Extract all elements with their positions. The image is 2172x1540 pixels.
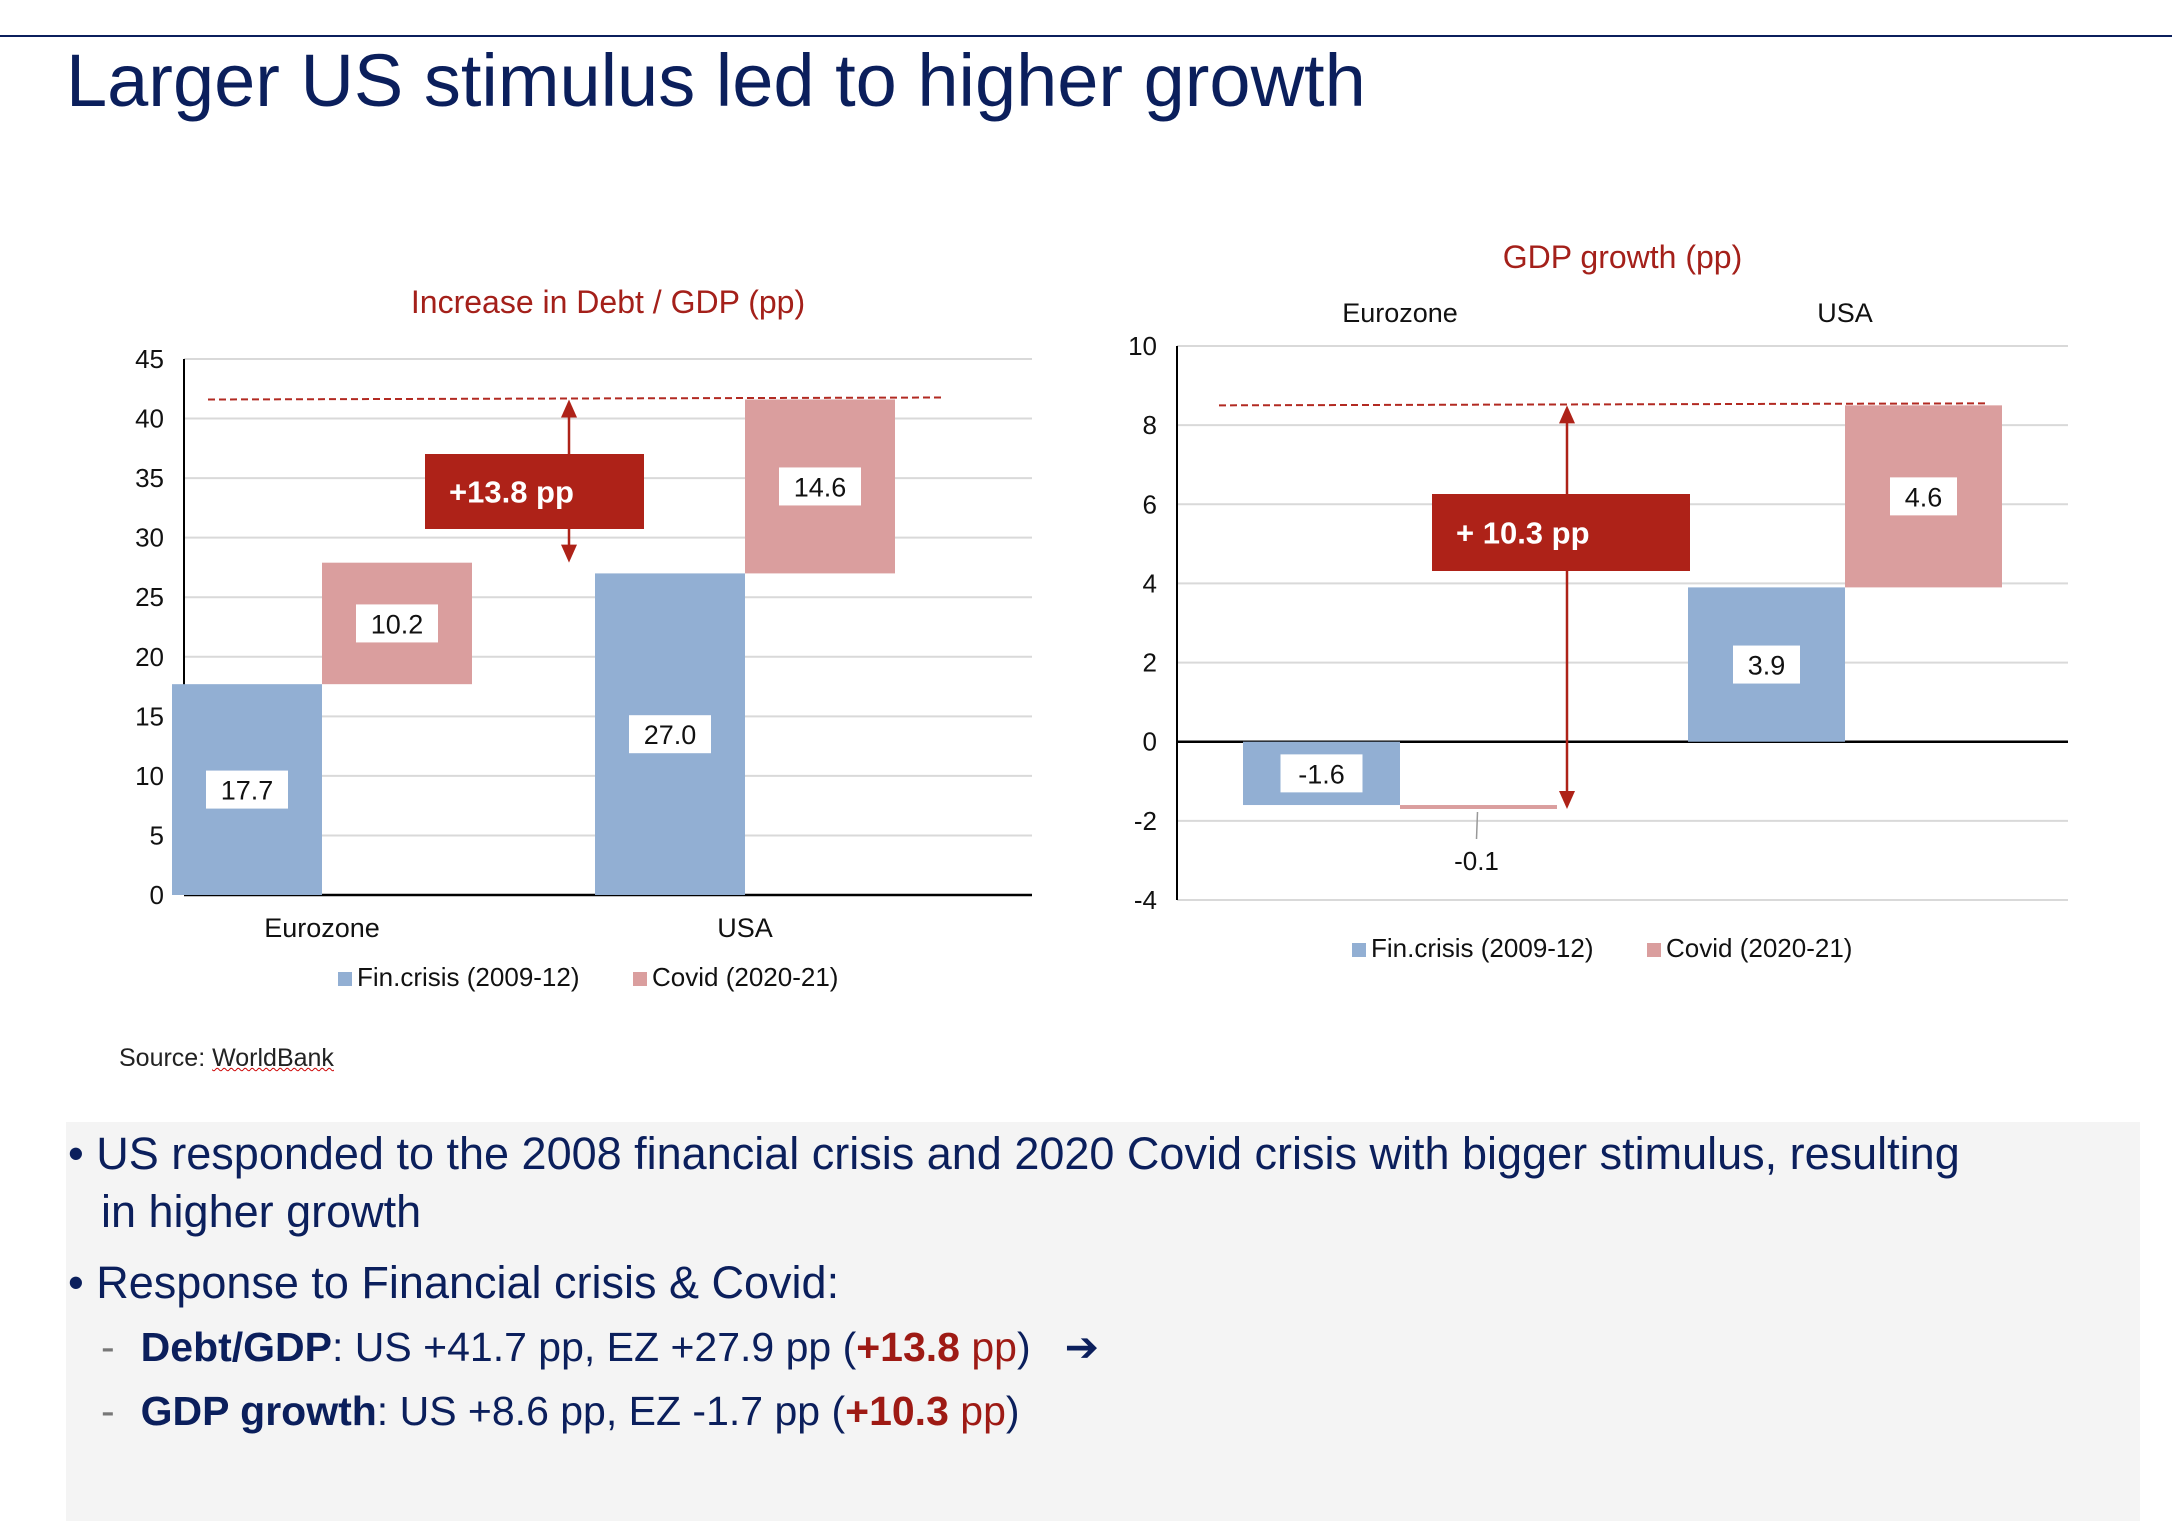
category-label: USA	[1817, 298, 1873, 328]
sub-bullet-label: GDP growth	[140, 1388, 377, 1434]
annotation-box	[1432, 494, 1690, 571]
category-label: Eurozone	[1342, 298, 1458, 328]
source-name: WorldBank	[212, 1044, 334, 1072]
y-tick-label: 0	[150, 880, 164, 910]
arrow-down-icon	[561, 544, 577, 563]
data-label: 4.6	[1905, 482, 1943, 512]
source-label: Source:	[119, 1044, 213, 1072]
source-note: Source: WorldBank	[119, 1044, 334, 1073]
highlight-value: +10.3	[845, 1388, 949, 1434]
y-tick-label: 15	[135, 701, 164, 731]
summary-panel	[66, 1122, 2140, 1521]
category-label: Eurozone	[264, 913, 380, 943]
bar-covid	[1400, 805, 1557, 809]
data-label: 10.2	[371, 609, 424, 639]
data-label-box	[629, 715, 711, 754]
header-rule	[0, 35, 2172, 37]
reference-dashed-line	[1218, 402, 1989, 407]
y-tick-label: 40	[135, 404, 164, 434]
legend-label: Covid (2020-21)	[652, 962, 838, 992]
data-label: -1.6	[1298, 759, 1345, 789]
highlight-unit: pp	[948, 1388, 1006, 1434]
data-label-box	[1280, 754, 1363, 793]
legend-swatch	[338, 972, 352, 986]
y-tick-label: 20	[135, 642, 164, 672]
annotation-label: +13.8 pp	[449, 475, 574, 510]
data-label-box	[206, 770, 288, 809]
y-tick-label: 35	[135, 463, 164, 493]
data-label-box	[779, 467, 861, 506]
y-tick-label: -2	[1134, 806, 1157, 836]
legend-swatch	[1352, 943, 1366, 957]
y-tick-label: 45	[135, 344, 164, 374]
bullet-1-cont: in higher growth	[101, 1186, 422, 1237]
bullet-2: • Response to Financial crisis & Covid:	[68, 1257, 840, 1308]
y-tick-label: 2	[1143, 648, 1157, 678]
arrow-down-icon	[1559, 790, 1575, 809]
data-label-box	[1890, 477, 1957, 516]
arrow-right-icon: ➔	[1064, 1324, 1099, 1370]
page-title: Larger US stimulus led to higher growth	[66, 39, 1366, 122]
y-tick-label: 25	[135, 582, 164, 612]
y-tick-label: -4	[1134, 885, 1157, 915]
y-tick-label: 10	[1128, 331, 1157, 361]
legend-label: Fin.crisis (2009-12)	[1371, 933, 1594, 963]
bullet-1: • US responded to the 2008 financial cri…	[68, 1128, 1960, 1179]
y-tick-label: 0	[1143, 727, 1157, 757]
category-label: USA	[717, 913, 773, 943]
highlight-value: +13.8	[856, 1324, 960, 1370]
sub-bullet-gdp: - GDP growth: US +8.6 pp, EZ -1.7 pp (+10…	[101, 1388, 1020, 1434]
annotation-label: + 10.3 pp	[1456, 516, 1590, 551]
y-tick-label: 6	[1143, 489, 1157, 519]
sub-bullet-text: : US +8.6 pp, EZ -1.7 pp (	[376, 1388, 846, 1434]
data-label: 3.9	[1748, 651, 1786, 681]
arrow-up-icon	[561, 399, 577, 418]
sub-bullet-text: : US +41.7 pp, EZ +27.9 pp (	[332, 1324, 857, 1370]
close-paren: )	[1005, 1388, 1020, 1434]
chart-title: GDP growth (pp)	[1503, 239, 1743, 275]
legend-swatch	[633, 972, 647, 986]
y-tick-label: 10	[135, 761, 164, 791]
y-tick-label: 5	[150, 820, 164, 850]
sub-bullet-label: Debt/GDP	[140, 1324, 333, 1370]
chart-title: Increase in Debt / GDP (pp)	[411, 284, 805, 320]
data-label: 27.0	[644, 720, 697, 750]
data-label-box	[1733, 645, 1800, 684]
bullet-2-text: Response to Financial crisis & Covid:	[96, 1257, 840, 1308]
legend-label: Fin.crisis (2009-12)	[357, 962, 580, 992]
y-tick-label: 4	[1143, 568, 1157, 598]
data-label: 17.7	[221, 776, 274, 806]
close-paren: )	[1016, 1324, 1031, 1370]
data-label: -0.1	[1454, 846, 1499, 876]
data-label-box	[356, 604, 438, 643]
legend-swatch	[1647, 943, 1661, 957]
sub-bullet-debt: - Debt/GDP: US +41.7 pp, EZ +27.9 pp (+13…	[101, 1324, 1099, 1370]
y-tick-label: 30	[135, 523, 164, 553]
y-tick-label: 8	[1143, 410, 1157, 440]
highlight-unit: pp	[959, 1324, 1017, 1370]
legend-label: Covid (2020-21)	[1666, 933, 1852, 963]
annotation-box	[425, 454, 644, 529]
reference-dashed-line	[207, 396, 943, 401]
data-label-leader	[1475, 811, 1479, 840]
data-label: 14.6	[794, 472, 847, 502]
arrow-up-icon	[1559, 405, 1575, 424]
bullet-1-text: US responded to the 2008 financial crisi…	[96, 1128, 1960, 1179]
